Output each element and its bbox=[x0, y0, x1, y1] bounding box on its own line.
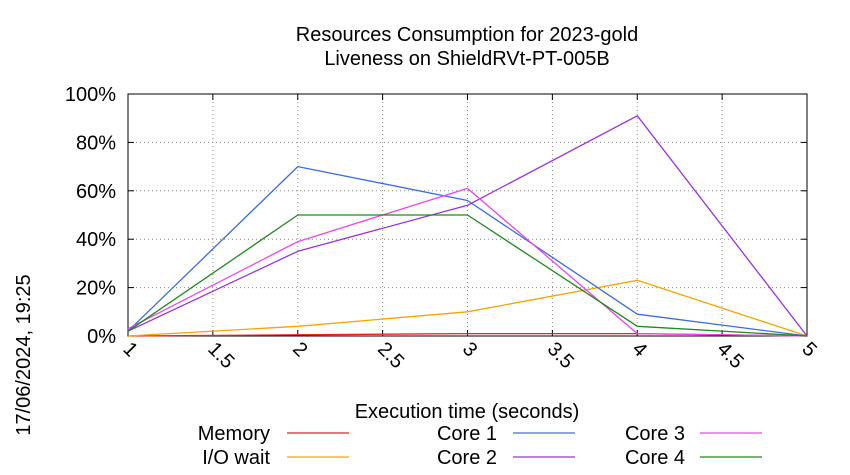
legend-item: I/O wait bbox=[202, 447, 349, 469]
x-tick-label: 5 bbox=[797, 338, 820, 361]
series-lines bbox=[127, 115, 808, 337]
x-tick-label: 3 bbox=[458, 338, 481, 361]
y-tick-label: 40% bbox=[76, 229, 116, 251]
y-tick-label: 80% bbox=[76, 132, 116, 154]
timestamp: 17/06/2024, 19:25 bbox=[13, 274, 35, 435]
series-core-4 bbox=[127, 214, 808, 337]
series-core-2 bbox=[127, 115, 808, 337]
x-tick-label: 2.5 bbox=[373, 338, 408, 373]
y-tick-label: 100% bbox=[65, 84, 116, 106]
chart-title: Resources Consumption for 2023-gold bbox=[296, 24, 638, 46]
legend-label: Memory bbox=[198, 423, 270, 445]
legend-item: Core 1 bbox=[437, 423, 575, 445]
x-tick-label: 3.5 bbox=[543, 338, 578, 373]
x-axis-label: Execution time (seconds) bbox=[355, 401, 580, 423]
legend-label: Core 2 bbox=[437, 447, 497, 469]
chart-subtitle: Liveness on ShieldRVt-PT-005B bbox=[324, 48, 609, 70]
legend-item: Core 4 bbox=[625, 447, 762, 469]
x-tick-label: 1 bbox=[118, 338, 141, 361]
series-core-1 bbox=[127, 165, 808, 337]
x-tick-label: 4 bbox=[628, 338, 651, 361]
x-tick-label: 4.5 bbox=[713, 338, 748, 373]
legend-label: Core 1 bbox=[437, 423, 497, 445]
y-tick-label: 0% bbox=[87, 326, 116, 348]
legend-label: I/O wait bbox=[202, 447, 270, 469]
x-tick-label: 1.5 bbox=[203, 338, 238, 373]
y-tick-label: 20% bbox=[76, 278, 116, 300]
x-tick-label: 2 bbox=[288, 338, 311, 361]
series-core-3 bbox=[127, 187, 808, 337]
series-i-o-wait bbox=[127, 279, 808, 337]
legend-item: Memory bbox=[198, 423, 349, 445]
y-axis-ticks: 0% 20% 40% 60% 80% 100% bbox=[65, 84, 807, 348]
legend-item: Core 2 bbox=[437, 447, 575, 469]
legend-label: Core 3 bbox=[625, 423, 685, 445]
y-tick-label: 60% bbox=[76, 181, 116, 203]
legend-item: Core 3 bbox=[625, 423, 762, 445]
legend-label: Core 4 bbox=[625, 447, 685, 469]
